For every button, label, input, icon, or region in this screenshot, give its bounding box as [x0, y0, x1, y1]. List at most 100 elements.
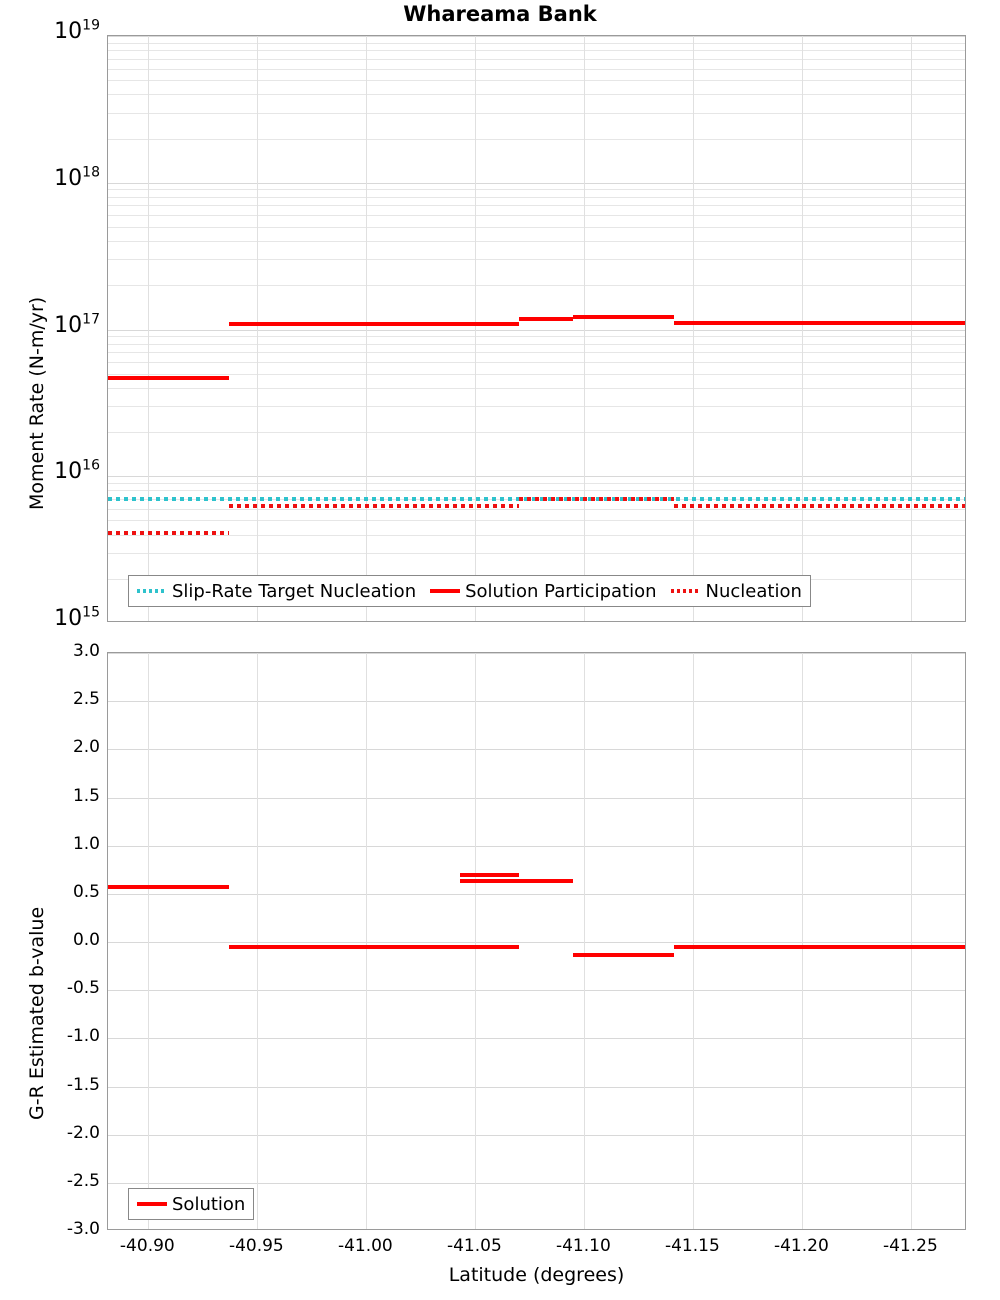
- gridline-horizontal: [108, 942, 965, 943]
- gridline-horizontal: [108, 1134, 965, 1136]
- gridline-vertical: [366, 653, 368, 1229]
- ytick-label-bottom: -2.5: [66, 1170, 100, 1191]
- gridline-horizontal: [108, 1086, 965, 1088]
- gridline-horizontal: [108, 94, 965, 96]
- gridline-horizontal: [108, 226, 965, 228]
- legend-entry[interactable]: Solution: [137, 1194, 245, 1215]
- data-step-segment: [229, 503, 519, 508]
- gridline-vertical: [148, 653, 150, 1229]
- gridline-vertical: [475, 36, 477, 621]
- gridline-horizontal: [108, 42, 965, 44]
- gridline-horizontal: [108, 189, 965, 191]
- ytick-exponent: 18: [82, 164, 100, 181]
- data-step-segment: [518, 317, 574, 322]
- ytick-exponent: 16: [82, 457, 100, 474]
- legend-line-swatch-icon: [137, 1202, 167, 1206]
- legend-line-swatch-icon: [137, 589, 167, 593]
- xtick-label: -41.20: [773, 1236, 829, 1256]
- ytick-mantissa: 10: [54, 312, 83, 338]
- bottom-plot-ytick-labels: 3.0 2.5 2.0 1.5 1.0 0.5 0.0 -0.5 -1.0 -1.5 -2.0 -2.…: [4, 0, 100, 1300]
- legend-line-swatch-icon: [670, 589, 701, 593]
- ytick-label-bottom: -2.0: [66, 1122, 100, 1143]
- gridline-vertical: [911, 36, 913, 621]
- data-step-segment: [229, 322, 519, 326]
- gridline-horizontal: [108, 343, 965, 345]
- gridline-horizontal: [108, 476, 965, 478]
- gridline-vertical: [911, 653, 913, 1229]
- ytick-label-bottom: -0.5: [66, 978, 100, 999]
- ytick-label-bottom: -3.0: [66, 1219, 100, 1239]
- ytick-mantissa: 10: [54, 459, 83, 485]
- data-step-segment: [108, 375, 229, 380]
- ytick-mantissa: 10: [54, 165, 83, 191]
- gridline-horizontal: [108, 490, 965, 492]
- gridline-vertical: [584, 36, 586, 621]
- ytick-label-bottom: -1.0: [66, 1026, 100, 1047]
- legend-entry[interactable]: Solution Participation: [430, 580, 657, 602]
- gridline-horizontal: [108, 285, 965, 287]
- gridline-horizontal: [108, 990, 965, 992]
- ytick-label-top: 1019: [54, 19, 100, 44]
- data-step-segment: [229, 944, 519, 949]
- ytick-label-bottom: 3.0: [72, 641, 100, 661]
- gridline-horizontal: [108, 387, 965, 389]
- gridline-horizontal: [108, 520, 965, 522]
- gridline-horizontal: [108, 406, 965, 408]
- gridline-vertical: [257, 36, 259, 621]
- xtick-label: -41.15: [664, 1236, 720, 1256]
- ytick-label-bottom: 1.5: [72, 785, 100, 806]
- gridline-horizontal: [108, 534, 965, 536]
- legend-entry[interactable]: Nucleation: [670, 581, 802, 602]
- ytick-mantissa: 10: [54, 606, 83, 631]
- gridline-horizontal: [108, 432, 965, 434]
- gridline-horizontal: [108, 182, 965, 184]
- ytick-label-top: 1018: [54, 165, 100, 191]
- gridline-horizontal: [108, 352, 965, 354]
- gridline-horizontal: [108, 653, 965, 654]
- gridline-horizontal: [108, 68, 965, 70]
- gridline-horizontal: [108, 482, 965, 484]
- legend-entry[interactable]: Slip-Rate Target Nucleation: [137, 581, 416, 602]
- bottom-plot-axes: [107, 652, 966, 1230]
- x-axis-label: Latitude (degrees): [448, 1264, 625, 1286]
- ytick-exponent: 17: [82, 311, 100, 328]
- ytick-mantissa: 10: [54, 19, 83, 44]
- gridline-horizontal: [108, 362, 965, 364]
- gridline-horizontal: [108, 1182, 965, 1184]
- gridline-vertical: [148, 36, 150, 621]
- top-plot-ytick-labels: 1019 1018 1017 1016 1015: [4, 0, 100, 1300]
- legend-line-swatch-icon: [430, 589, 461, 593]
- gridline-vertical: [802, 36, 804, 621]
- data-step-segment: [673, 944, 965, 949]
- top-plot-legend: Slip-Rate Target Nucleation Solution Part…: [128, 575, 811, 607]
- gridline-horizontal: [108, 845, 965, 847]
- data-step-segment: [108, 531, 229, 536]
- gridline-vertical: [257, 653, 259, 1229]
- ytick-label-top: 1017: [54, 312, 100, 338]
- gridline-horizontal: [108, 205, 965, 207]
- gridline-horizontal: [108, 138, 965, 140]
- gridline-horizontal: [108, 701, 965, 703]
- gridline-horizontal: [108, 80, 965, 82]
- gridline-horizontal: [108, 196, 965, 198]
- gridline-vertical: [802, 653, 804, 1229]
- gridline-vertical: [693, 36, 695, 621]
- legend-label: Solution Participation: [465, 580, 657, 602]
- ytick-label-top: 1016: [54, 457, 100, 485]
- bottom-plot-ylabel: G-R Estimated b-value: [26, 906, 48, 1120]
- gridline-horizontal: [108, 373, 965, 375]
- gridline-vertical: [584, 653, 586, 1229]
- gridline-horizontal: [108, 552, 965, 554]
- ytick-label-bottom: 1.0: [72, 833, 100, 854]
- ytick-label-bottom: -1.5: [66, 1074, 100, 1095]
- data-step-segment: [518, 496, 674, 501]
- ytick-label-top: 1015: [54, 606, 100, 631]
- gridline-horizontal: [108, 893, 965, 895]
- gridline-horizontal: [108, 336, 965, 338]
- ytick-label-bottom: 0.5: [72, 881, 100, 902]
- xtick-label: -40.90: [119, 1236, 175, 1256]
- gridline-horizontal: [108, 241, 965, 243]
- ytick-label-bottom: 2.5: [72, 689, 100, 710]
- data-step-segment: [673, 503, 965, 508]
- data-step-segment: [573, 953, 674, 958]
